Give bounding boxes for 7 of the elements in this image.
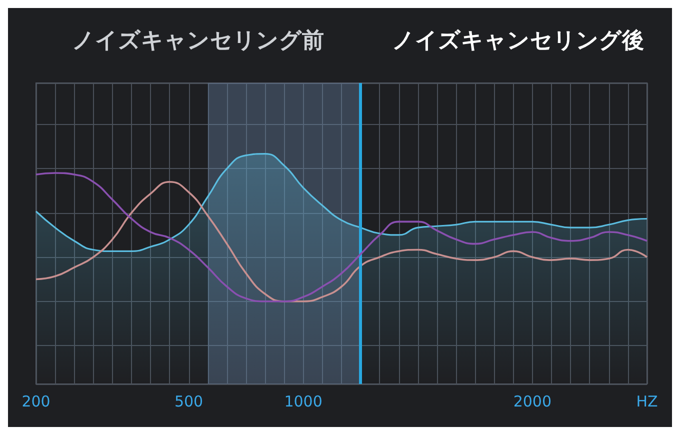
x-tick-label: 1000 <box>284 392 322 410</box>
x-tick-label: 500 <box>174 392 204 410</box>
text: ノイズキャンセリング前 <box>72 28 324 54</box>
x-tick-label: 2000 <box>513 392 552 410</box>
text: ノイズキャンセリング後 <box>392 28 644 54</box>
x-tick-label: HZ <box>636 392 658 410</box>
x-tick-label: 200 <box>22 392 50 410</box>
